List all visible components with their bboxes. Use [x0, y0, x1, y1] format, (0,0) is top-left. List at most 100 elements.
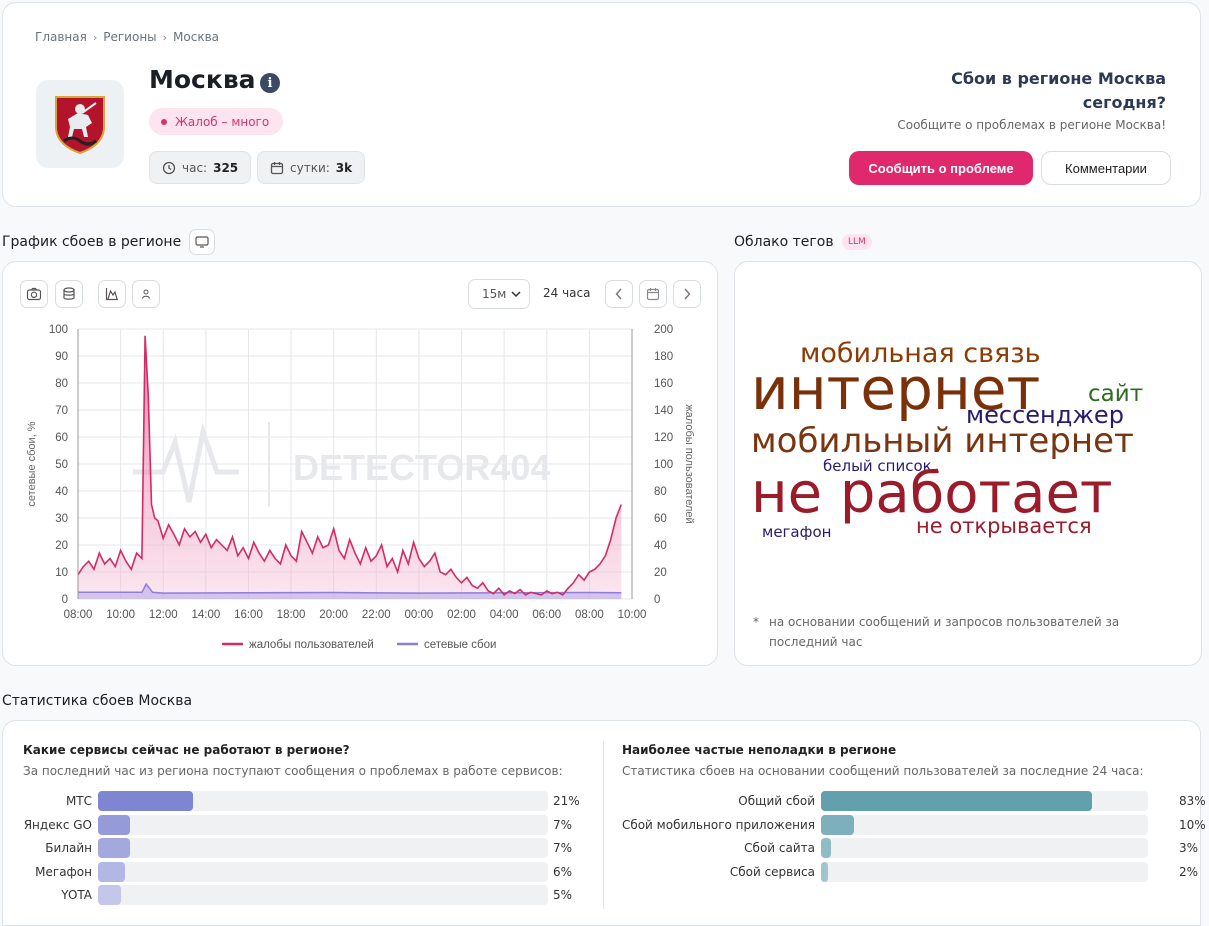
- issues-heading: Наиболее частые неполадки в регионе: [622, 743, 897, 757]
- monitor-icon[interactable]: [189, 229, 215, 255]
- bar-track: [821, 791, 1148, 811]
- bar-fill: [821, 791, 1093, 811]
- x-tick-label: 14:00: [191, 609, 220, 621]
- camera-icon[interactable]: [20, 280, 48, 308]
- tag-item[interactable]: белый список: [823, 457, 932, 475]
- bar-fill: [98, 885, 121, 905]
- llm-badge: LLM: [842, 234, 872, 250]
- chevron-right-icon[interactable]: [673, 280, 701, 308]
- tag-item[interactable]: мессенджер: [966, 401, 1124, 429]
- y-right-tick-label: 0: [654, 594, 660, 606]
- bar-percent: 5%: [553, 888, 573, 902]
- bar-percent: 21%: [553, 794, 580, 808]
- bar-percent: 83%: [1179, 794, 1206, 808]
- tag-item[interactable]: сайт: [1088, 381, 1144, 407]
- bar-track: [98, 814, 548, 835]
- y-axis-left-title: сетевые сбои, %: [26, 421, 38, 506]
- y-left-tick-label: 70: [55, 405, 68, 417]
- chevron-left-icon[interactable]: [605, 280, 633, 308]
- bar-label: Сбой мобильного приложения: [621, 817, 815, 832]
- bar-track: [98, 791, 548, 811]
- breadcrumb-regions[interactable]: Регионы: [103, 30, 157, 44]
- calendar-icon[interactable]: [639, 280, 667, 308]
- database-icon[interactable]: [55, 280, 83, 308]
- bar-track: [98, 861, 548, 882]
- breadcrumb-current: Москва: [173, 30, 220, 44]
- user-icon[interactable]: [132, 280, 160, 308]
- outages-area: [78, 584, 622, 599]
- breadcrumb-home[interactable]: Главная: [35, 30, 87, 44]
- bar-track: [98, 885, 548, 905]
- status-dot-icon: [161, 118, 167, 125]
- x-tick-label: 08:00: [64, 609, 93, 621]
- footnote-star: *: [753, 615, 759, 629]
- breadcrumb-separator-icon: ›: [92, 30, 98, 44]
- outages-line: [78, 582, 622, 594]
- services-heading: Какие сервисы сейчас не работают в регио…: [23, 743, 350, 757]
- region-header-card: Главная › Регионы › Москва Москва i Жало…: [2, 2, 1201, 207]
- chart-watermark: DETECTOR404: [293, 447, 550, 488]
- report-problem-button[interactable]: Сообщить о проблеме: [849, 151, 1033, 185]
- y-left-tick-label: 90: [55, 351, 68, 363]
- hour-stat-chip: час: 325: [149, 151, 252, 184]
- bar-fill: [98, 861, 125, 882]
- x-tick-label: 16:00: [234, 609, 263, 621]
- tag-item[interactable]: мегафон: [762, 523, 832, 541]
- bar-fill: [821, 861, 828, 882]
- calendar-icon: [270, 161, 284, 174]
- x-tick-label: 00:00: [405, 609, 434, 621]
- chart-section-title: График сбоев в регионе: [2, 234, 182, 250]
- page-title: Москва: [149, 65, 256, 94]
- bar-fill: [821, 814, 854, 835]
- y-right-tick-label: 120: [654, 432, 673, 444]
- bar-fill: [98, 791, 193, 811]
- bar-track: [821, 861, 1148, 882]
- y-right-tick-label: 200: [654, 324, 673, 336]
- stats-card: Какие сервисы сейчас не работают в регио…: [2, 720, 1206, 926]
- day-stat-chip: сутки: 3k: [257, 151, 366, 184]
- bar-fill: [821, 838, 831, 858]
- legend-outages-label: сетевые сбои: [424, 639, 496, 651]
- tag-item[interactable]: не работает: [751, 461, 1113, 526]
- y-right-tick-label: 80: [654, 486, 667, 498]
- interval-select[interactable]: 15м: [468, 279, 530, 309]
- hour-stat-value: 325: [213, 160, 239, 175]
- x-tick-label: 20:00: [319, 609, 348, 621]
- watermark-logo-icon: [133, 422, 239, 503]
- bar-track: [821, 814, 1148, 835]
- y-left-tick-label: 0: [62, 594, 68, 606]
- moscow-coat-of-arms-icon: [55, 96, 105, 155]
- y-right-tick-label: 40: [654, 540, 667, 552]
- legend-complaints-label: жалобы пользователей: [249, 639, 374, 651]
- bar-track: [821, 838, 1148, 858]
- chevron-down-icon: [511, 291, 521, 297]
- region-emblem: [36, 80, 124, 168]
- tag-item[interactable]: не открывается: [916, 514, 1092, 538]
- tag-item[interactable]: интернет: [751, 355, 1041, 423]
- y-right-tick-label: 20: [654, 567, 667, 579]
- bar-percent: 7%: [553, 841, 573, 855]
- y-right-tick-label: 180: [654, 351, 673, 363]
- comments-button[interactable]: Комментарии: [1041, 151, 1171, 185]
- area-chart-icon[interactable]: [98, 280, 126, 308]
- status-badge-label: Жалоб – много: [175, 114, 270, 129]
- tag-item[interactable]: мобильная связь: [800, 338, 1041, 369]
- bar-label: Сбой сервиса: [729, 864, 815, 879]
- y-left-tick-label: 40: [55, 486, 68, 498]
- y-left-tick-label: 20: [55, 540, 68, 552]
- outage-chart-card: 15м 24 часа DETECTOR404 0 10 20 30 40 50 60 70 80…: [2, 261, 718, 666]
- y-axis-right-title: жалобы пользователей: [683, 404, 695, 523]
- breadcrumb: Главная › Регионы › Москва: [35, 30, 219, 44]
- x-tick-label: 12:00: [149, 609, 178, 621]
- y-left-tick-label: 50: [55, 459, 68, 471]
- column-divider: [603, 741, 604, 909]
- y-left-tick-label: 30: [55, 513, 68, 525]
- x-tick-label: 10:00: [618, 609, 647, 621]
- info-icon[interactable]: i: [260, 73, 280, 93]
- issues-subheading: Статистика сбоев на основании сообщений …: [622, 764, 1144, 778]
- bar-percent: 3%: [1179, 841, 1199, 855]
- tag-item[interactable]: мобильный интернет: [751, 421, 1134, 461]
- footnote-text: на основании сообщений и запросов пользо…: [769, 615, 1120, 649]
- bar-label: МТС: [65, 794, 92, 808]
- y-right-tick-label: 100: [654, 459, 673, 471]
